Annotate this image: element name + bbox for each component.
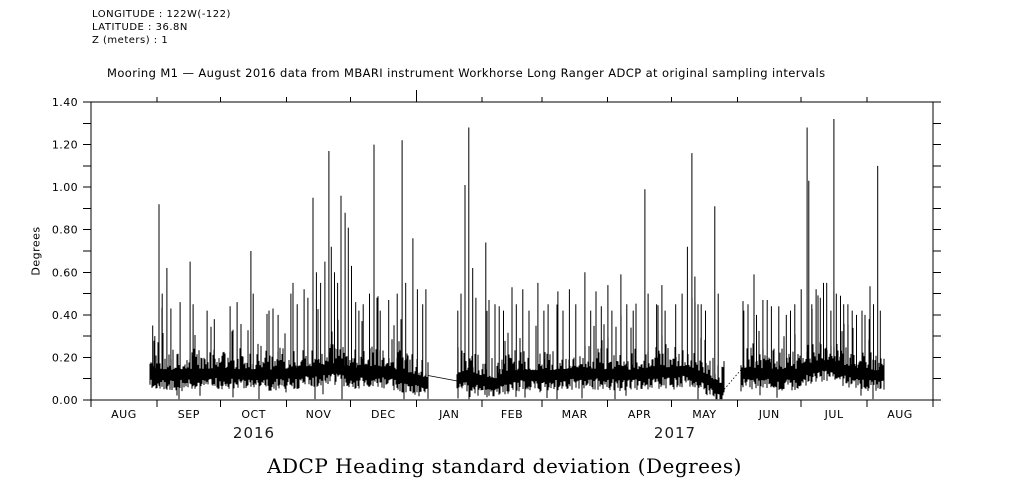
tick-labels: AUG SEP OCT NOV DEC JAN FEB MAR APR MAY JUN JUL AUG 0… [52,96,913,421]
y-tick-label: 0.60 [52,266,78,279]
x-tick-label: AUG [111,408,137,421]
y-tick-label: 0.20 [52,351,78,364]
y-tick-label: 1.20 [52,139,78,152]
y-tick-label: 0.80 [52,224,78,237]
x-tick-label: JUL [824,408,844,421]
header-latitude: LATITUDE : 36.8N [92,22,188,33]
year-label-2016: 2016 [232,424,276,442]
x-tick-label: FEB [501,408,523,421]
chart-caption: ADCP Heading standard deviation (Degrees… [267,454,742,478]
noise-band [149,286,885,400]
x-tick-label: MAR [562,408,588,421]
plot-title: Mooring M1 — August 2016 data from MBARI… [107,66,826,80]
x-tick-label: NOV [306,408,332,421]
header-longitude: LONGITUDE : 122W(-122) [92,9,231,20]
y-tick-label: 1.00 [52,181,78,194]
x-tick-label: SEP [178,408,200,421]
year-label-2017: 2017 [653,424,697,442]
x-tick-label: MAY [692,408,716,421]
spikes [152,119,881,394]
x-tick-label: DEC [371,408,396,421]
x-tick-label: APR [628,408,651,421]
gap-connector [723,369,741,390]
y-tick-label: 1.40 [52,96,78,109]
axes [83,90,941,407]
x-tick-label: JAN [438,408,459,421]
x-tick-label: JUN [758,408,780,421]
x-tick-label: AUG [887,408,913,421]
x-tick-label: OCT [241,408,266,421]
y-tick-label: 0.00 [52,394,78,407]
gap-connector [427,375,457,382]
header-depth: Z (meters) : 1 [92,35,169,46]
data-series [149,119,885,400]
y-tick-label: 0.40 [52,309,78,322]
